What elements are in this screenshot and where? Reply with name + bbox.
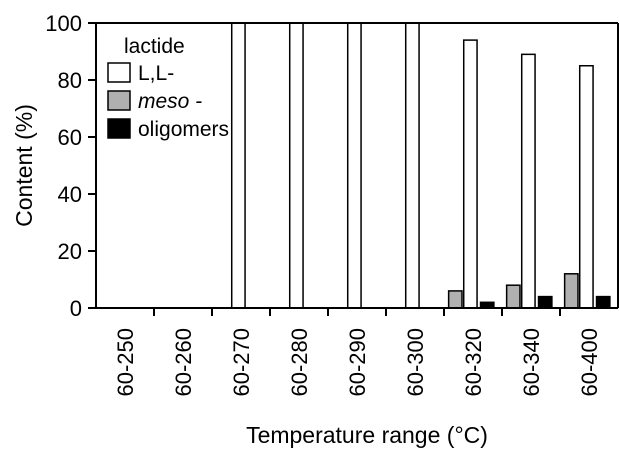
legend-title: lactide [124, 35, 185, 58]
x-tick-label: 60-340 [519, 328, 544, 397]
bars-layer [230, 22, 611, 309]
legend-label: oligomers [138, 118, 229, 141]
y-axis-title: Content (%) [11, 104, 37, 227]
axes-layer [95, 22, 619, 309]
y-ticks: 0 20 40 60 80 100 [45, 11, 96, 321]
x-axis-title: Temperature range (°C) [246, 422, 488, 448]
y-tick-label: 60 [58, 125, 82, 150]
y-tick-label: 80 [58, 68, 82, 93]
legend-label: L,L- [138, 62, 174, 85]
bar-oligomers-8 [595, 295, 611, 309]
bar-ll-lactide-3 [288, 22, 304, 309]
bar-meso-lactide-7 [505, 284, 521, 309]
bar-ll-lactide-7 [520, 53, 536, 309]
bar-ll-lactide-6 [462, 39, 478, 309]
bar-ll-lactide-5 [404, 22, 420, 309]
y-tick-label: 20 [58, 239, 82, 264]
y-tick-label: 100 [45, 11, 82, 36]
legend-swatch [107, 62, 131, 83]
bar-meso-lactide-6 [447, 290, 463, 309]
legend-swatch [107, 90, 131, 111]
bar-ll-lactide-8 [578, 65, 594, 309]
legend-swatch [107, 118, 131, 139]
x-ticks: 60-250 60-260 60-270 60-280 60-290 60-300 60-3… [113, 308, 602, 397]
x-tick-label: 60-320 [461, 328, 486, 397]
legend-label: meso - [138, 90, 202, 113]
y-tick-label: 40 [58, 182, 82, 207]
bar-meso-lactide-8 [563, 273, 579, 309]
x-tick-label: 60-250 [113, 328, 138, 397]
bar-oligomers-7 [537, 295, 553, 309]
bar-ll-lactide-4 [346, 22, 362, 309]
legend: lactide L,L-meso - oligomers [107, 35, 229, 141]
bar-ll-lactide-2 [230, 22, 246, 309]
legend-items: L,L-meso - oligomers [107, 62, 229, 141]
x-tick-label: 60-400 [577, 328, 602, 397]
x-tick-label: 60-280 [287, 328, 312, 397]
x-tick-label: 60-290 [345, 328, 370, 397]
x-tick-label: 60-300 [403, 328, 428, 397]
x-tick-label: 60-270 [229, 328, 254, 397]
y-tick-label: 0 [70, 296, 82, 321]
x-tick-label: 60-260 [171, 328, 196, 397]
